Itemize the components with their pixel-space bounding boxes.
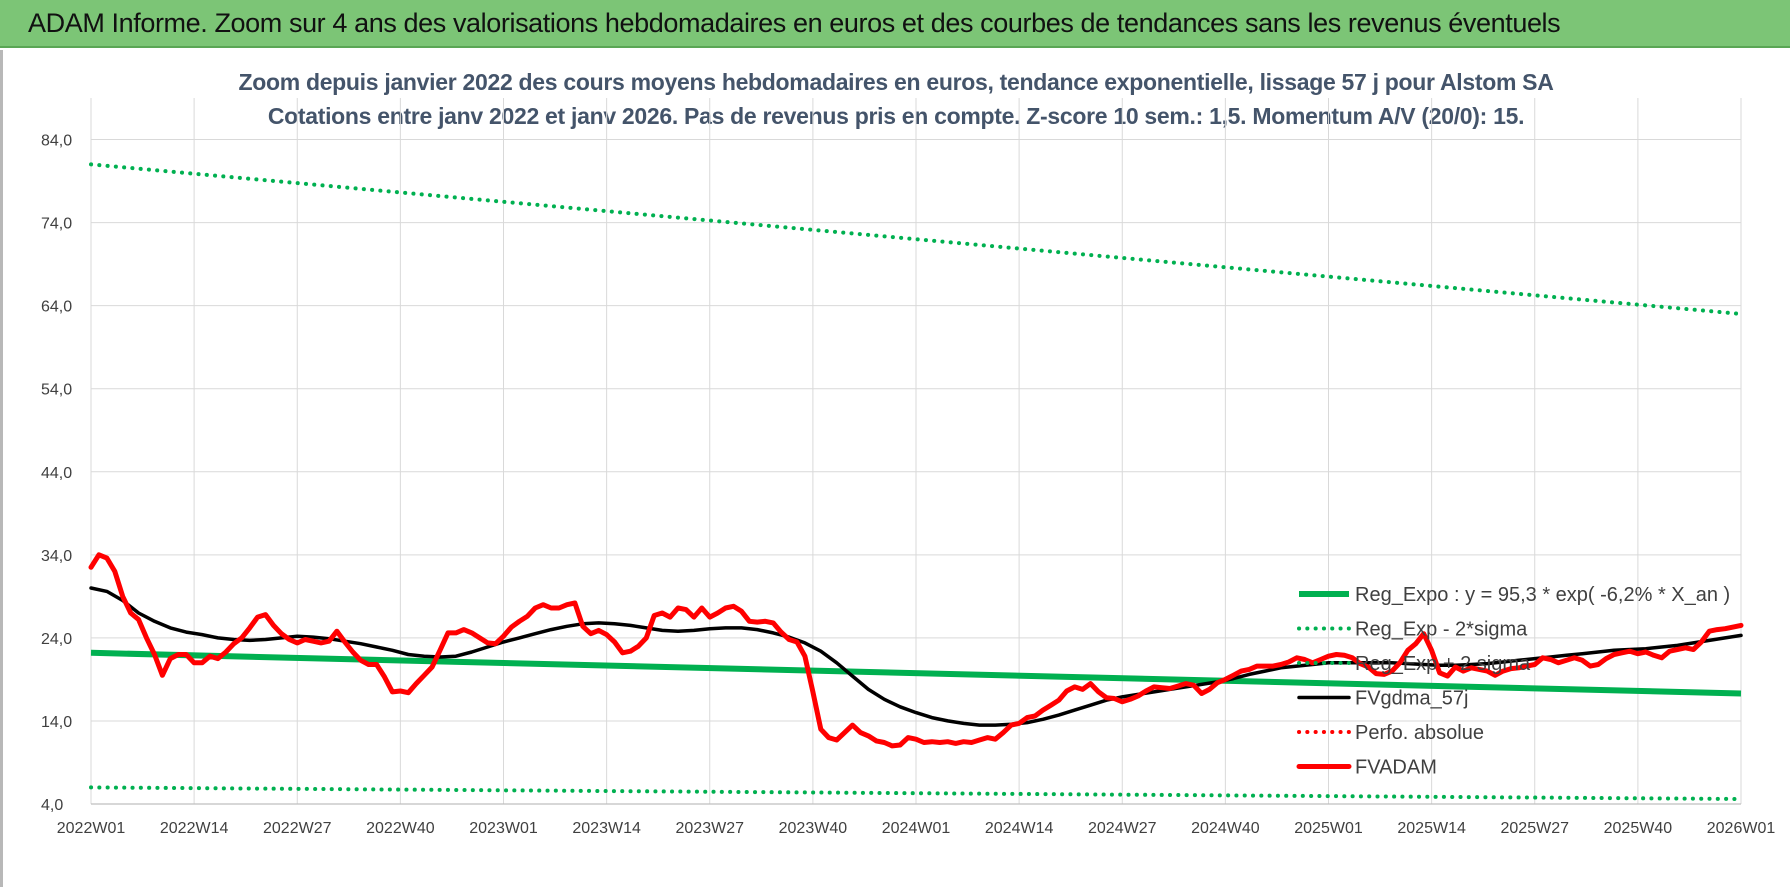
legend-label-5: FVADAM <box>1355 757 1437 779</box>
grid <box>90 98 1742 805</box>
chart-title: Zoom depuis janvier 2022 des cours moyen… <box>238 69 1553 95</box>
y-tick-label: 54,0 <box>41 382 72 399</box>
x-tick-label: 2026W01 <box>1707 820 1776 837</box>
y-tick-label: 44,0 <box>41 465 72 482</box>
header-banner: ADAM Informe. Zoom sur 4 ans des valoris… <box>0 0 1790 48</box>
chart-area: Zoom depuis janvier 2022 des cours moyen… <box>41 69 1776 837</box>
legend-label-1: Reg_Exp - 2*sigma <box>1355 619 1528 641</box>
y-tick-label: 4,0 <box>41 797 63 814</box>
x-tick-label: 2025W14 <box>1397 820 1466 837</box>
x-tick-label: 2023W27 <box>676 820 745 837</box>
x-tick-label: 2024W40 <box>1191 820 1260 837</box>
x-tick-label: 2022W14 <box>160 820 229 837</box>
legend-label-3: FVgdma_57j <box>1355 688 1468 710</box>
series-lines <box>88 162 1744 801</box>
series-line-2 <box>89 162 1743 316</box>
chart-subtitle: Cotations entre janv 2022 et janv 2026. … <box>268 103 1524 129</box>
x-tick-label: 2023W40 <box>779 820 848 837</box>
x-tick-label: 2023W14 <box>572 820 641 837</box>
y-tick-label: 74,0 <box>41 216 72 233</box>
chart-frame: Zoom depuis janvier 2022 des cours moyen… <box>0 50 1790 887</box>
series-line-1 <box>89 785 1743 801</box>
y-tick-label: 24,0 <box>41 631 72 648</box>
x-tick-label: 2024W27 <box>1088 820 1157 837</box>
x-tick-label: 2022W01 <box>57 820 126 837</box>
y-tick-label: 84,0 <box>41 133 72 150</box>
series-line-3 <box>89 586 1743 727</box>
y-axis-ticks: 4,0 14,0 24,0 34,0 44,0 54,0 64,0 74,0 84,0 <box>41 133 72 814</box>
y-tick-label: 64,0 <box>41 299 72 316</box>
x-tick-label: 2025W40 <box>1604 820 1673 837</box>
x-tick-label: 2024W01 <box>882 820 951 837</box>
legend: Reg_Expo : y = 95,3 * exp( -6,2% * X_an … <box>1296 584 1730 779</box>
x-tick-label: 2025W01 <box>1294 820 1363 837</box>
x-tick-label: 2022W40 <box>366 820 435 837</box>
x-tick-label: 2022W27 <box>263 820 332 837</box>
legend-label-4: Perfo. absolue <box>1355 722 1484 744</box>
y-tick-label: 34,0 <box>41 548 72 565</box>
legend-label-0: Reg_Expo : y = 95,3 * exp( -6,2% * X_an … <box>1355 584 1730 606</box>
legend-label-2: Reg_Exp + 2 sigma <box>1355 653 1531 675</box>
series-line-5 <box>88 552 1744 749</box>
x-tick-label: 2024W14 <box>985 820 1054 837</box>
banner-title: ADAM Informe. Zoom sur 4 ans des valoris… <box>28 8 1561 38</box>
series-line-0 <box>90 649 1742 697</box>
x-tick-label: 2025W27 <box>1501 820 1570 837</box>
x-axis-ticks: 2022W01 2022W14 2022W27 2022W40 2023W01 2023W… <box>57 820 1776 837</box>
y-tick-label: 14,0 <box>41 714 72 731</box>
x-tick-label: 2023W01 <box>469 820 538 837</box>
